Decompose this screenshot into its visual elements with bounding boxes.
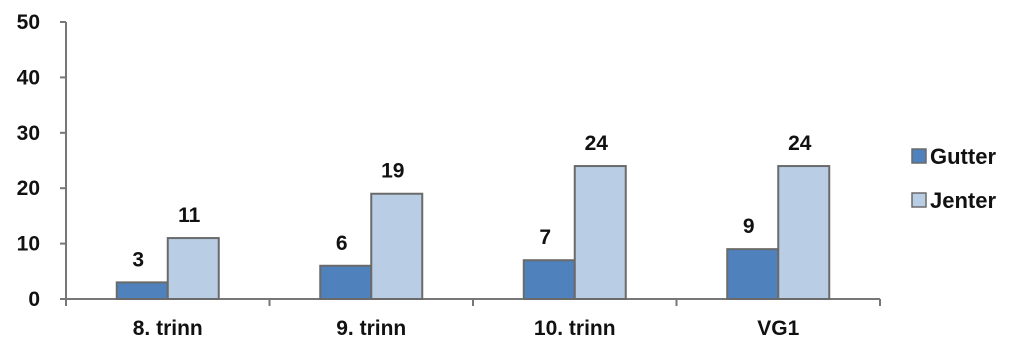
y-tick-label: 40 [17, 66, 40, 89]
legend-swatch-gutter [911, 148, 927, 164]
x-axis-labels: 8. trinn 9. trinn 10. trinn VG1 [65, 299, 881, 340]
legend-label-jenter: Jenter [930, 188, 996, 213]
bar-jenter-2 [370, 192, 424, 301]
bars: 3 11 6 19 7 24 9 24 [115, 132, 831, 301]
x-tick-label: 8. trinn [133, 317, 203, 340]
data-label: 19 [381, 160, 404, 183]
bar-gutter-2 [319, 264, 373, 301]
data-label: 7 [539, 226, 551, 249]
bar-gutter-4 [726, 248, 780, 300]
data-label: 6 [336, 232, 348, 255]
data-label: 11 [178, 204, 201, 227]
y-tick-label: 30 [17, 122, 40, 145]
bar-gutter-1 [115, 281, 169, 301]
y-tick-label: 0 [28, 288, 40, 311]
y-tick-label: 50 [17, 11, 40, 34]
y-axis-ticks: 0 10 20 30 40 50 [17, 11, 66, 311]
y-tick-label: 10 [17, 233, 40, 256]
legend-swatch-jenter [911, 192, 927, 208]
data-label: 3 [132, 248, 144, 271]
legend-label-gutter: Gutter [930, 144, 996, 169]
x-tick-label: VG1 [757, 317, 799, 340]
data-label: 9 [743, 215, 755, 238]
bar-jenter-1 [166, 237, 220, 300]
x-tick-label: 10. trinn [534, 317, 616, 340]
data-label: 24 [585, 132, 609, 155]
legend: Gutter Jenter [911, 144, 996, 213]
bar-jenter-4 [777, 165, 831, 300]
bar-gutter-3 [522, 259, 576, 300]
bar-jenter-3 [573, 165, 627, 300]
data-label: 24 [788, 132, 812, 155]
y-tick-label: 20 [17, 177, 40, 200]
x-tick-label: 9. trinn [336, 317, 406, 340]
